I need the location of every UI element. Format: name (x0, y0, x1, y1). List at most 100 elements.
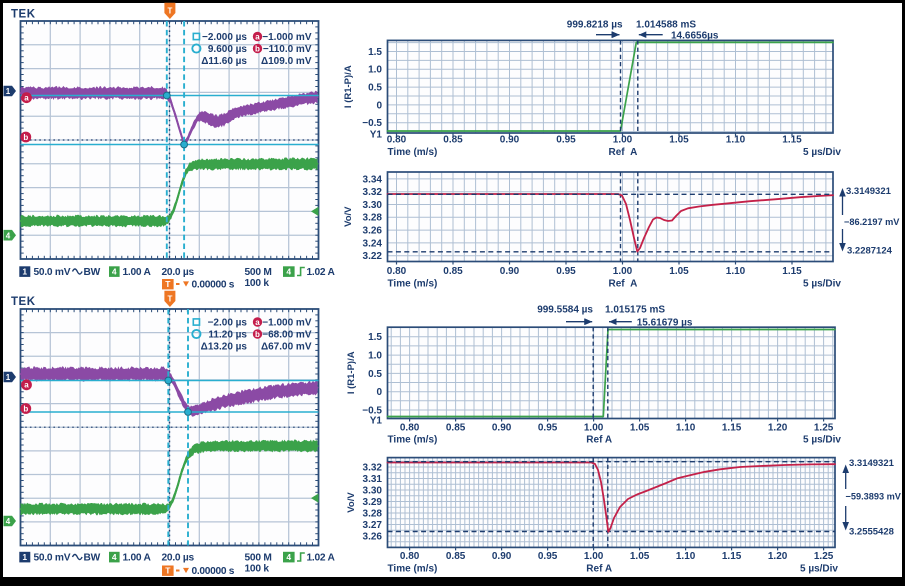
svg-text:3.3149321: 3.3149321 (849, 458, 895, 469)
svg-text:1.05: 1.05 (630, 422, 650, 433)
svg-text:−2.00 µs: −2.00 µs (208, 317, 248, 328)
svg-text:0.95: 0.95 (556, 266, 576, 277)
svg-text:TEK: TEK (11, 296, 36, 308)
svg-text:1.014588 mS: 1.014588 mS (636, 19, 696, 30)
svg-text:3.28: 3.28 (363, 213, 383, 224)
svg-text:1.00: 1.00 (613, 266, 633, 277)
svg-text:0.90: 0.90 (500, 134, 520, 145)
svg-text:3.30: 3.30 (363, 200, 383, 211)
svg-text:1.10: 1.10 (726, 134, 746, 145)
svg-text:4: 4 (286, 552, 291, 562)
svg-text:−0.5: −0.5 (362, 405, 382, 416)
svg-text:1.15: 1.15 (782, 134, 802, 145)
svg-text:Y1: Y1 (370, 129, 383, 140)
svg-text:100 k: 100 k (245, 564, 270, 575)
svg-text:Y1: Y1 (370, 416, 383, 427)
svg-text:3.3149321: 3.3149321 (846, 186, 892, 197)
svg-text:0.80: 0.80 (400, 551, 420, 562)
svg-text:BW: BW (84, 267, 101, 278)
svg-text:Δ11.60 µs: Δ11.60 µs (201, 56, 247, 67)
svg-text:1.15: 1.15 (782, 266, 802, 277)
svg-text:3.32: 3.32 (363, 187, 383, 198)
svg-text:Δ67.00 mV: Δ67.00 mV (261, 341, 312, 352)
svg-text:1.0: 1.0 (368, 351, 382, 362)
svg-text:1.00: 1.00 (613, 134, 633, 145)
svg-text:1.5: 1.5 (368, 332, 382, 343)
svg-text:b: b (255, 44, 260, 53)
svg-text:4: 4 (6, 517, 11, 526)
svg-text:TEK: TEK (11, 9, 36, 21)
svg-text:Vo/V: Vo/V (343, 206, 354, 227)
svg-text:3.32: 3.32 (363, 462, 383, 473)
svg-text:20.0 µs: 20.0 µs (162, 267, 195, 278)
svg-text:b: b (255, 330, 260, 339)
svg-text:1: 1 (22, 267, 27, 277)
svg-text:b: b (23, 404, 28, 413)
svg-text:Ref A: Ref A (586, 434, 612, 445)
svg-text:1.15: 1.15 (722, 422, 742, 433)
svg-text:5 µs/Div: 5 µs/Div (800, 563, 838, 574)
svg-text:3.2555428: 3.2555428 (849, 527, 894, 538)
svg-text:1.05: 1.05 (669, 266, 689, 277)
svg-text:3.26: 3.26 (363, 531, 383, 542)
svg-text:Δ13.20 µs: Δ13.20 µs (201, 341, 248, 352)
svg-text:0.95: 0.95 (538, 551, 558, 562)
svg-text:0.80: 0.80 (387, 266, 407, 277)
svg-text:Ref A: Ref A (609, 278, 638, 289)
svg-text:Time (m/s): Time (m/s) (388, 563, 438, 574)
svg-text:14.6656µs: 14.6656µs (671, 31, 719, 42)
svg-text:5 µs/Div: 5 µs/Div (803, 147, 841, 158)
svg-text:−2.000 µs: −2.000 µs (202, 32, 247, 43)
svg-text:0.95: 0.95 (556, 134, 576, 145)
svg-text:Ref A: Ref A (609, 147, 638, 158)
svg-text:1.20: 1.20 (768, 551, 788, 562)
svg-text:0.80: 0.80 (387, 134, 407, 145)
svg-text:−1.000 mV: −1.000 mV (262, 317, 312, 328)
svg-text:b: b (23, 133, 28, 142)
svg-text:5 µs/Div: 5 µs/Div (803, 278, 841, 289)
svg-text:3.22: 3.22 (363, 251, 383, 262)
svg-text:a: a (255, 318, 260, 327)
svg-text:0.95: 0.95 (538, 422, 558, 433)
svg-text:50.0 mV: 50.0 mV (34, 553, 71, 564)
svg-text:1.10: 1.10 (726, 266, 746, 277)
svg-text:0.85: 0.85 (443, 266, 463, 277)
svg-text:4: 4 (112, 267, 117, 277)
svg-text:1.5: 1.5 (368, 47, 382, 58)
svg-text:15.61679 µs: 15.61679 µs (637, 317, 693, 328)
svg-text:0.90: 0.90 (500, 266, 520, 277)
svg-text:11.20 µs: 11.20 µs (208, 329, 247, 340)
svg-text:−86.2197 mV: −86.2197 mV (844, 217, 900, 227)
svg-text:3.30: 3.30 (363, 485, 383, 496)
svg-text:50.0 mV: 50.0 mV (34, 267, 71, 278)
svg-text:1.0: 1.0 (368, 65, 382, 76)
svg-text:1.015175 mS: 1.015175 mS (605, 304, 665, 315)
svg-text:1: 1 (22, 552, 27, 562)
svg-text:−1.000 mV: −1.000 mV (262, 32, 312, 43)
svg-text:1.05: 1.05 (630, 551, 650, 562)
svg-text:3.24: 3.24 (363, 238, 383, 249)
svg-text:999.5584 µs: 999.5584 µs (537, 304, 593, 315)
svg-text:1.20: 1.20 (768, 422, 788, 433)
svg-text:T: T (167, 6, 172, 15)
svg-text:3.31: 3.31 (363, 474, 383, 485)
svg-text:0.5: 0.5 (368, 369, 382, 380)
svg-text:4: 4 (286, 267, 291, 277)
svg-text:Δ109.0 mV: Δ109.0 mV (261, 56, 312, 67)
svg-text:3.28: 3.28 (363, 508, 383, 519)
svg-text:1.05: 1.05 (669, 134, 689, 145)
svg-text:T: T (167, 294, 172, 303)
svg-text:0.5: 0.5 (368, 83, 382, 94)
svg-text:1: 1 (6, 373, 11, 382)
svg-text:T: T (165, 279, 171, 289)
svg-text:1.02 A: 1.02 A (307, 267, 336, 278)
svg-text:500 M: 500 M (245, 267, 272, 278)
svg-text:0.85: 0.85 (446, 551, 466, 562)
svg-text:Time (m/s): Time (m/s) (388, 278, 438, 289)
svg-text:−0.5: −0.5 (362, 118, 382, 129)
svg-text:1.00: 1.00 (584, 422, 604, 433)
svg-text:0.85: 0.85 (446, 422, 466, 433)
svg-text:1.15: 1.15 (722, 551, 742, 562)
svg-text:9.600 µs: 9.600 µs (208, 44, 248, 55)
svg-text:1.10: 1.10 (676, 422, 696, 433)
